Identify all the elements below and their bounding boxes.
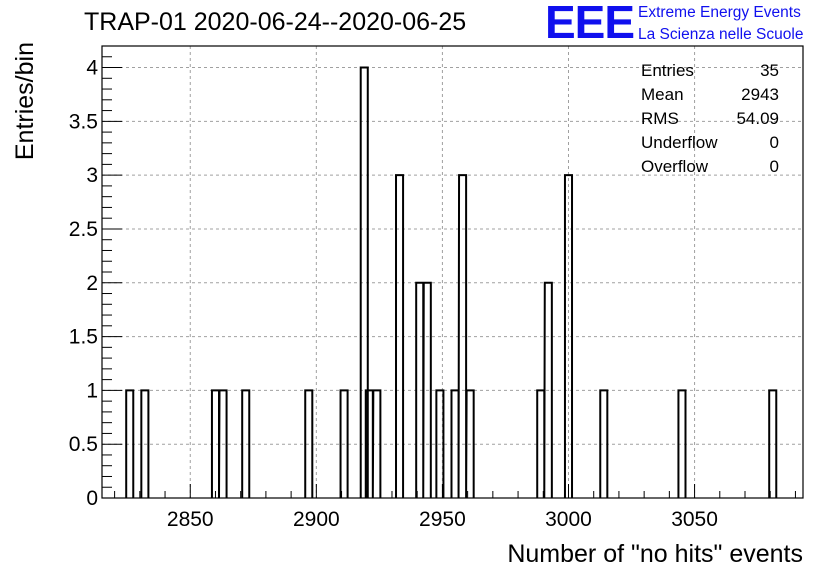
stats-box: Entries 35 Mean 2943 RMS 54.09 Underflow 0 Overf…	[641, 60, 779, 180]
stat-name: Overflow	[641, 157, 709, 176]
x-axis-label: Number of "no hits" events	[507, 540, 803, 568]
x-tick-label: 2950	[419, 508, 466, 531]
y-tick-label: 2.5	[69, 218, 98, 241]
y-tick-label: 1.5	[69, 326, 98, 349]
stat-row: RMS 54.09	[641, 108, 779, 132]
y-tick-label: 1	[86, 379, 98, 402]
y-tick-label: 3	[86, 164, 98, 187]
y-axis-label: Entries/bin	[11, 42, 39, 160]
stat-value: 35	[760, 61, 779, 80]
stat-row: Overflow 0	[641, 156, 779, 180]
y-tick-label: 2	[86, 272, 98, 295]
x-tick-label: 3000	[545, 508, 592, 531]
x-tick-label: 3050	[671, 508, 718, 531]
stat-row: Underflow 0	[641, 132, 779, 156]
eee-logo: EEE Extreme Energy Events La Scienza nel…	[545, 0, 835, 48]
stat-value: 0	[769, 157, 779, 176]
y-tick-label: 0.5	[69, 433, 98, 456]
y-axis-ticks: 0 0.5 1 1.5 2 2.5 3 3.5 4	[69, 45, 122, 510]
stat-name: RMS	[641, 109, 679, 128]
stat-value: 0	[769, 133, 779, 152]
chart-title: TRAP-01 2020-06-24--2020-06-25	[84, 8, 467, 36]
y-tick-label: 3.5	[69, 110, 98, 133]
stat-value: 54.09	[736, 109, 779, 128]
y-tick-label: 0	[86, 487, 98, 510]
logo-line2: La Scienza nelle Scuole	[638, 26, 804, 43]
logo-line1: Extreme Energy Events	[638, 4, 801, 21]
stat-row: Mean 2943	[641, 84, 779, 108]
stat-name: Mean	[641, 85, 684, 104]
x-tick-label: 2900	[293, 508, 340, 531]
stat-name: Entries	[641, 61, 694, 80]
stat-value: 2943	[741, 85, 779, 104]
x-axis-ticks: 2850 2900 2950 3000 3050	[114, 484, 796, 531]
stat-row: Entries 35	[641, 60, 779, 84]
stat-name: Underflow	[641, 133, 718, 152]
histogram-outline	[125, 66, 778, 499]
y-tick-label: 4	[86, 57, 98, 80]
logo-mark: EEE	[545, 0, 635, 48]
x-tick-label: 2850	[167, 508, 214, 531]
